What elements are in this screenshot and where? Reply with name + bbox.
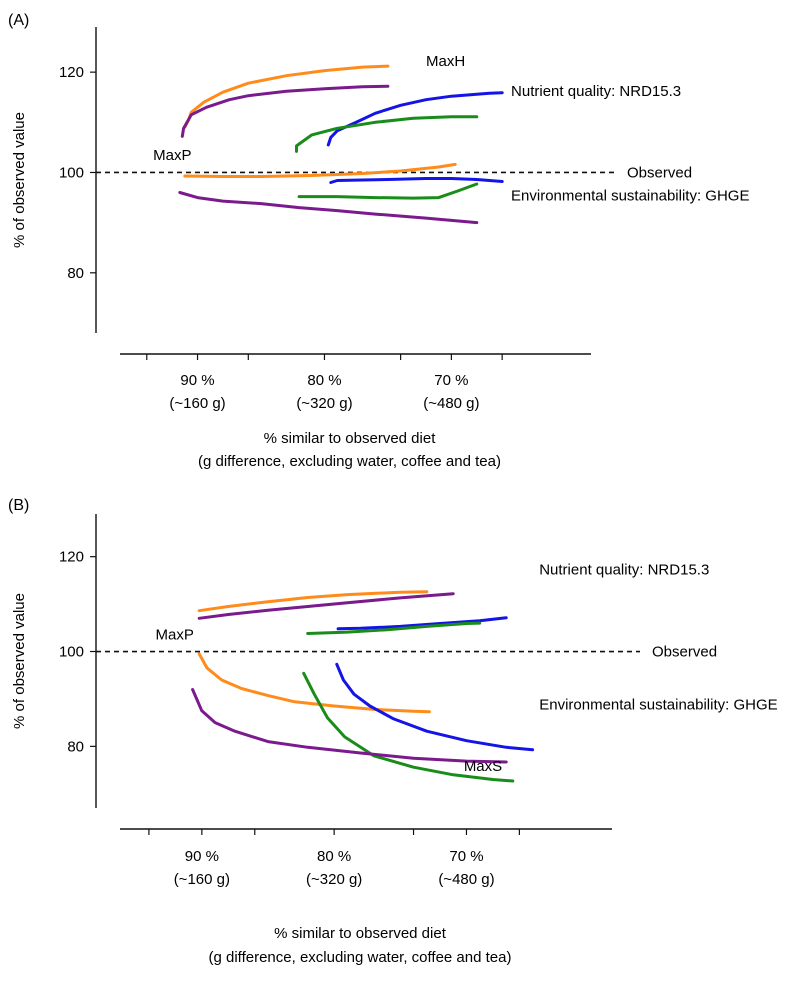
y-tick-label: 100 — [59, 644, 84, 661]
x-tick-sublabel: (~480 g) — [438, 871, 494, 888]
x-axis-subtitle: (g difference, excluding water, coffee a… — [198, 453, 501, 470]
x-tick-label: 70 % — [434, 372, 468, 389]
series-line-6 — [329, 177, 504, 184]
annotation-label: MaxP — [153, 147, 191, 164]
x-axis-subtitle: (g difference, excluding water, coffee a… — [209, 949, 512, 966]
annotation-label: Nutrient quality: NRD15.3 — [539, 562, 709, 579]
x-tick-sublabel: (~160 g) — [174, 871, 230, 888]
annotation-label: Environmental sustainability: GHGE — [539, 696, 777, 713]
annotation-label: MaxS — [464, 758, 502, 775]
series-line-4 — [306, 621, 482, 635]
series-line-6 — [335, 662, 535, 752]
x-tick-label: 90 % — [180, 372, 214, 389]
annotation-label: MaxP — [156, 627, 194, 644]
series-line-2 — [197, 592, 455, 620]
series-line-5 — [183, 162, 457, 178]
observed-label: Observed — [627, 164, 692, 181]
x-tick-label: 80 % — [317, 848, 351, 865]
series-line-2 — [180, 84, 390, 138]
y-tick-label: 120 — [59, 64, 84, 81]
y-tick-label: 100 — [59, 164, 84, 181]
series-line-8 — [191, 688, 508, 764]
panel-label: (B) — [8, 497, 29, 514]
y-tick-label: 120 — [59, 549, 84, 566]
observed-label: Observed — [652, 644, 717, 661]
series-line-1 — [183, 64, 390, 129]
chart-panel-b: (B) 80 100 120 % of observed value 90 % (~160 … — [8, 497, 778, 966]
x-tick-sublabel: (~320 g) — [296, 395, 352, 412]
y-axis-title: % of observed value — [11, 112, 28, 248]
series-line-3 — [326, 91, 504, 147]
chart-panel-a: (A) 80 100 120 % of observed value 90 % (~160 … — [8, 12, 749, 470]
x-axis-title: % similar to observed diet — [264, 430, 437, 447]
panel-label: (A) — [8, 12, 29, 29]
x-tick-sublabel: (~160 g) — [169, 395, 225, 412]
x-tick-sublabel: (~320 g) — [306, 871, 362, 888]
annotation-label: Environmental sustainability: GHGE — [511, 188, 749, 205]
x-tick-label: 70 % — [449, 848, 483, 865]
x-tick-label: 90 % — [185, 848, 219, 865]
x-tick-label: 80 % — [307, 372, 341, 389]
x-axis-title: % similar to observed diet — [274, 925, 447, 942]
annotation-label: MaxH — [426, 53, 465, 70]
series-line-4 — [295, 115, 479, 153]
x-tick-sublabel: (~480 g) — [423, 395, 479, 412]
y-tick-label: 80 — [67, 738, 84, 755]
series-line-3 — [336, 616, 508, 631]
series-line-5 — [197, 652, 431, 714]
annotation-label: Nutrient quality: NRD15.3 — [511, 83, 681, 100]
series-line-7 — [297, 182, 479, 200]
series-line-1 — [197, 590, 429, 613]
series-line-8 — [178, 191, 479, 225]
y-axis-title: % of observed value — [11, 593, 28, 729]
y-tick-label: 80 — [67, 265, 84, 282]
